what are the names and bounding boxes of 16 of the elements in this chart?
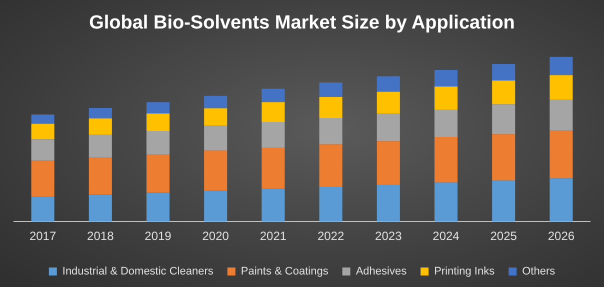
x-tick-label: 2024 (432, 229, 460, 244)
legend-label: Others (522, 266, 556, 278)
x-tick-label: 2023 (375, 229, 402, 244)
x-tick-label: 2021 (260, 229, 287, 244)
legend-label: Industrial & Domestic Cleaners (62, 266, 214, 278)
x-tick-label: 2025 (490, 229, 518, 244)
legend-label: Paints & Coatings (240, 266, 329, 278)
x-tick-label: 2026 (548, 229, 575, 244)
x-tick-label: 2022 (317, 229, 344, 244)
x-tick-label: 2019 (144, 229, 172, 244)
x-tick-label: 2018 (87, 229, 114, 244)
x-tick-label: 2017 (29, 229, 56, 244)
legend-label: Printing Inks (434, 266, 496, 278)
chart-title: Global Bio-Solvents Market Size by Application (89, 12, 515, 34)
x-tick-label: 2020 (202, 229, 230, 244)
legend-label: Adhesives (356, 266, 408, 278)
